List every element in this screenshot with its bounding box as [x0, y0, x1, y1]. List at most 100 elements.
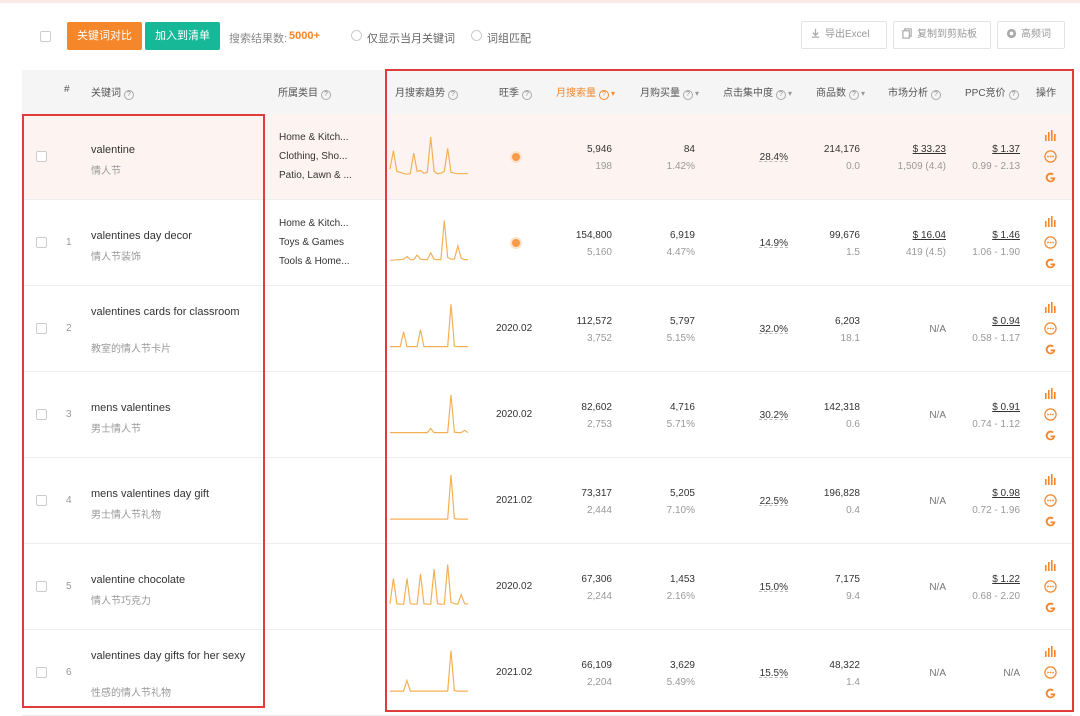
header-goods-count[interactable]: 商品数? ▾: [816, 84, 865, 100]
help-icon[interactable]: ?: [776, 90, 786, 100]
keyword-link[interactable]: valentines cards for classroom: [91, 306, 240, 318]
keyword-link[interactable]: valentines day gifts for her sexy: [91, 650, 246, 662]
keyword-link[interactable]: valentine chocolate: [91, 574, 186, 586]
ppc-bid-value[interactable]: $ 1.37: [992, 144, 1020, 155]
click-concentration-value[interactable]: 30.2%: [759, 410, 788, 421]
header-keyword[interactable]: 关键词?: [91, 84, 134, 100]
market-price-value[interactable]: $ 33.23: [912, 144, 946, 155]
click-concentration-value[interactable]: 28.4%: [759, 152, 788, 163]
google-icon[interactable]: [1044, 687, 1057, 700]
market-price-value[interactable]: $ 16.04: [912, 230, 946, 241]
category-item[interactable]: Toys & Games: [279, 237, 345, 248]
table-row[interactable]: valentine 情人节 Home & Kitch... Clothing, Sho…: [22, 114, 1072, 200]
chevron-down-icon[interactable]: ▾: [861, 89, 866, 98]
click-concentration-value[interactable]: 32.0%: [759, 324, 788, 335]
google-icon[interactable]: [1044, 601, 1057, 614]
header-season[interactable]: 旺季?: [499, 84, 532, 100]
header-market-analysis[interactable]: 市场分析?: [888, 84, 941, 100]
trend-sparkline[interactable]: [389, 558, 469, 608]
ppc-bid-value[interactable]: $ 0.91: [992, 402, 1020, 413]
header-trend[interactable]: 月搜索趋势?: [395, 84, 458, 100]
chevron-down-icon[interactable]: ▾: [788, 89, 793, 98]
help-icon[interactable]: ?: [522, 90, 532, 100]
trend-sparkline[interactable]: [389, 386, 469, 436]
keyword-link[interactable]: valentines day decor: [91, 230, 192, 242]
help-icon[interactable]: ?: [931, 90, 941, 100]
phrase-match-radio[interactable]: [471, 30, 482, 41]
help-icon[interactable]: ?: [683, 90, 693, 100]
table-row[interactable]: 5 valentine chocolate 情人节巧克力 2020.02 67,306 2…: [22, 544, 1072, 630]
keyword-link[interactable]: valentine: [91, 144, 136, 156]
google-icon[interactable]: [1044, 171, 1057, 184]
ppc-bid-value[interactable]: $ 1.46: [992, 230, 1020, 241]
click-concentration-value[interactable]: 14.9%: [759, 238, 788, 249]
ppc-bid-value[interactable]: $ 0.94: [992, 316, 1020, 327]
header-monthly-search[interactable]: 月搜索量? ▾: [556, 84, 615, 100]
bar-chart-icon[interactable]: [1044, 215, 1057, 228]
more-icon[interactable]: [1044, 322, 1057, 335]
table-row[interactable]: 4 mens valentines day gift 男士情人节礼物 2021.02 7…: [22, 458, 1072, 544]
category-item[interactable]: Patio, Lawn & ...: [279, 170, 352, 181]
click-concentration-value[interactable]: 15.5%: [759, 668, 788, 679]
bar-chart-icon[interactable]: [1044, 129, 1057, 142]
table-row[interactable]: 6 valentines day gifts for her sexy 性感的情人节…: [22, 630, 1072, 716]
trend-sparkline[interactable]: [389, 300, 469, 350]
help-icon[interactable]: ?: [448, 90, 458, 100]
category-item[interactable]: Home & Kitch...: [279, 218, 349, 229]
more-icon[interactable]: [1044, 666, 1057, 679]
ppc-bid-value[interactable]: $ 0.98: [992, 488, 1020, 499]
bar-chart-icon[interactable]: [1044, 559, 1057, 572]
bar-chart-icon[interactable]: [1044, 301, 1057, 314]
help-icon[interactable]: ?: [321, 90, 331, 100]
header-ppc[interactable]: PPC竞价?: [965, 84, 1019, 100]
row-checkbox[interactable]: [36, 667, 47, 678]
help-icon[interactable]: ?: [1008, 90, 1019, 100]
row-checkbox[interactable]: [36, 151, 47, 162]
help-icon[interactable]: ?: [599, 90, 609, 100]
trend-sparkline[interactable]: [389, 472, 469, 522]
category-item[interactable]: Home & Kitch...: [279, 132, 349, 143]
rootword-button[interactable]: 高频词: [997, 21, 1065, 49]
row-checkbox[interactable]: [36, 409, 47, 420]
help-icon[interactable]: ?: [124, 90, 134, 100]
google-icon[interactable]: [1044, 429, 1057, 442]
help-icon[interactable]: ?: [849, 90, 859, 100]
table-row[interactable]: 1 valentines day decor 情人节装饰 Home & Kitch..…: [22, 200, 1072, 286]
trend-sparkline[interactable]: [389, 128, 469, 178]
ppc-bid-value[interactable]: $ 1.22: [992, 574, 1020, 585]
more-icon[interactable]: [1044, 494, 1057, 507]
google-icon[interactable]: [1044, 515, 1057, 528]
click-concentration-value[interactable]: 22.5%: [759, 496, 788, 507]
more-icon[interactable]: [1044, 150, 1057, 163]
row-checkbox[interactable]: [36, 237, 47, 248]
keyword-link[interactable]: mens valentines: [91, 402, 171, 414]
bar-chart-icon[interactable]: [1044, 645, 1057, 658]
chevron-down-icon[interactable]: ▾: [695, 89, 700, 98]
google-icon[interactable]: [1044, 343, 1057, 356]
category-item[interactable]: Tools & Home...: [279, 256, 350, 267]
compare-button[interactable]: 关键词对比: [67, 22, 142, 50]
bar-chart-icon[interactable]: [1044, 387, 1057, 400]
chevron-down-icon[interactable]: ▾: [611, 89, 616, 98]
bar-chart-icon[interactable]: [1044, 473, 1057, 486]
select-all-checkbox[interactable]: [40, 31, 51, 42]
row-checkbox[interactable]: [36, 581, 47, 592]
month-only-radio[interactable]: [351, 30, 362, 41]
header-click-concentration[interactable]: 点击集中度? ▾: [723, 84, 792, 100]
click-concentration-value[interactable]: 15.0%: [759, 582, 788, 593]
google-icon[interactable]: [1044, 257, 1057, 270]
more-icon[interactable]: [1044, 408, 1057, 421]
month-only-label[interactable]: 仅显示当月关键词: [367, 33, 455, 45]
copy-clipboard-button[interactable]: 复制到剪贴板: [893, 21, 991, 49]
trend-sparkline[interactable]: [389, 644, 469, 694]
header-monthly-buy[interactable]: 月购买量? ▾: [640, 84, 699, 100]
phrase-match-label[interactable]: 词组匹配: [487, 33, 531, 45]
row-checkbox[interactable]: [36, 495, 47, 506]
row-checkbox[interactable]: [36, 323, 47, 334]
more-icon[interactable]: [1044, 580, 1057, 593]
table-row[interactable]: 2 valentines cards for classroom 教室的情人节卡片 2…: [22, 286, 1072, 372]
keyword-link[interactable]: mens valentines day gift: [91, 488, 210, 500]
add-to-list-button[interactable]: 加入到清单: [145, 22, 220, 50]
more-icon[interactable]: [1044, 236, 1057, 249]
header-category[interactable]: 所属类目?: [278, 84, 331, 100]
